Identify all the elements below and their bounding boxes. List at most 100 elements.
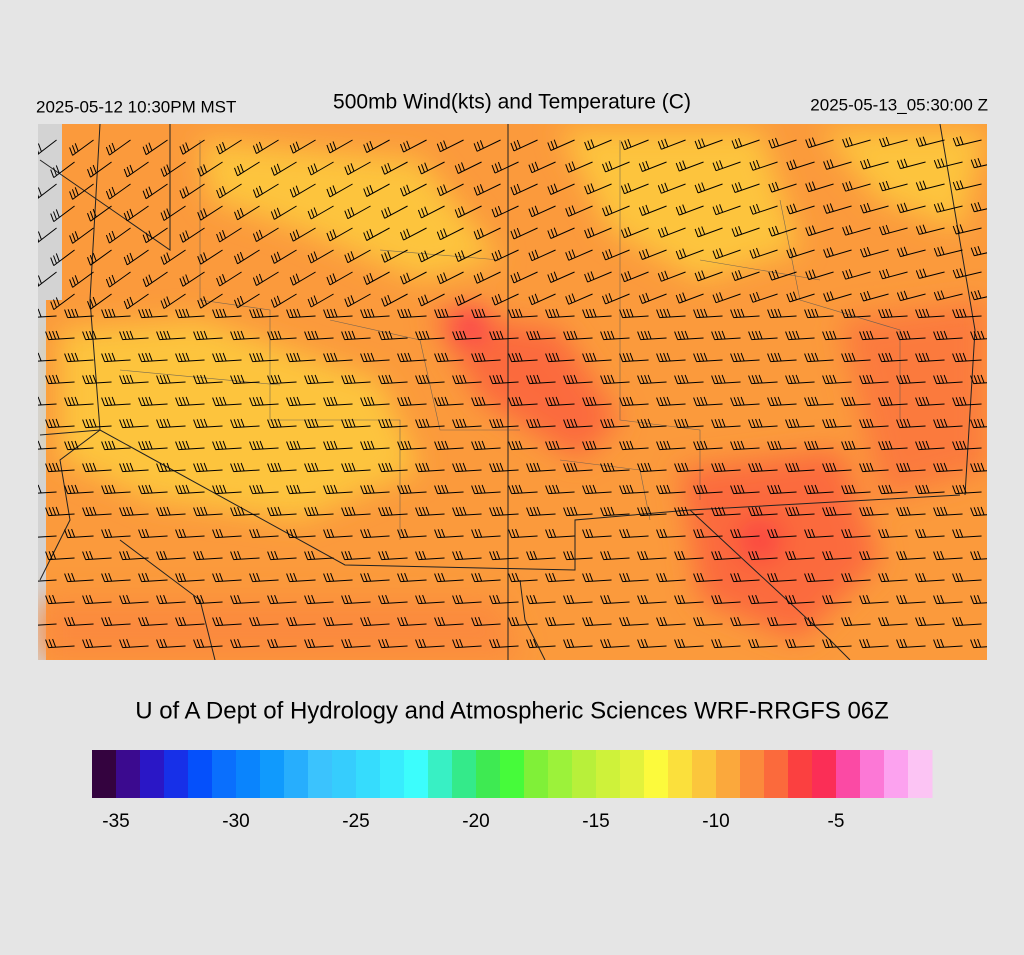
wind-barb (915, 224, 945, 235)
wind-barb (82, 594, 112, 605)
wind-barb (252, 139, 279, 155)
wind-barb (38, 183, 57, 199)
color-swatch (332, 750, 357, 798)
color-swatch (212, 750, 237, 798)
wind-barb (212, 616, 242, 627)
wind-barb (179, 271, 205, 287)
wind-barb (563, 550, 593, 561)
colorbar-tick-label: -5 (828, 811, 845, 832)
wind-barb (82, 418, 112, 429)
wind-barb (341, 506, 371, 517)
wind-barb (878, 396, 908, 407)
wind-barb (896, 330, 926, 341)
wind-barb (45, 330, 75, 341)
wind-barb (730, 440, 760, 451)
wind-barb (804, 528, 834, 539)
wind-barb (657, 270, 686, 282)
cold-area (40, 600, 520, 660)
wind-barb (326, 183, 353, 198)
color-swatch (116, 750, 141, 798)
wind-barb (896, 594, 926, 605)
wind-barb (748, 330, 778, 341)
wind-barb (436, 183, 464, 197)
wind-barb (675, 160, 704, 172)
wind-barb (786, 291, 815, 303)
wind-barb (454, 205, 482, 218)
wind-barb (101, 440, 131, 451)
wind-barb (212, 352, 242, 363)
wind-barb (637, 374, 667, 385)
wind-barb (693, 396, 723, 407)
wind-barb (193, 550, 223, 561)
wind-barb (896, 462, 926, 473)
wind-barb (619, 616, 649, 627)
wind-barb (656, 528, 686, 539)
wind-barb (286, 616, 316, 627)
wind-barb (119, 330, 149, 341)
wind-barb (138, 528, 168, 539)
wind-barb (454, 161, 482, 174)
wind-barb (804, 616, 834, 627)
wind-barb (249, 352, 279, 363)
wind-barb (657, 182, 686, 194)
wind-barb (711, 374, 741, 385)
wind-barb (156, 638, 186, 649)
color-swatch (644, 750, 669, 798)
wind-barb (230, 462, 260, 473)
wind-barb (307, 161, 334, 176)
wind-barb (805, 181, 834, 193)
wind-barb (45, 594, 75, 605)
wind-barb (952, 528, 982, 539)
wind-barb (138, 396, 168, 407)
wind-barb (38, 227, 57, 243)
wind-barb (841, 484, 871, 495)
wind-barb (510, 271, 538, 284)
color-swatch (812, 750, 837, 798)
wind-barb (748, 594, 778, 605)
wind-barb (565, 161, 593, 173)
wind-barb (101, 528, 131, 539)
wind-barb (175, 528, 205, 539)
wind-barb (193, 638, 223, 649)
wind-barb (637, 594, 667, 605)
wind-barb (267, 462, 297, 473)
wind-barb (526, 506, 556, 517)
wind-barb (785, 506, 815, 517)
wind-barb (363, 139, 390, 153)
wind-barb (397, 528, 427, 539)
credit: U of A Dept of Hydrology and Atmospheric… (135, 697, 889, 724)
wind-barb (452, 550, 482, 561)
wind-barb (859, 638, 889, 649)
wind-barb (804, 352, 834, 363)
wind-barb (970, 506, 987, 517)
wind-barb (952, 484, 982, 495)
wind-barb (602, 293, 630, 305)
wind-barb (87, 249, 112, 266)
wind-barb (600, 638, 630, 649)
wind-barb (584, 271, 612, 283)
colorbar-tick-label: -30 (222, 811, 249, 832)
wind-barb (105, 227, 131, 244)
wind-barb (323, 528, 353, 539)
wind-barb (711, 638, 741, 649)
wind-barb (933, 330, 963, 341)
wind-barb (234, 293, 260, 309)
wind-barb (730, 308, 760, 319)
wind-barb (822, 506, 852, 517)
wind-barb (970, 418, 987, 429)
wind-barb (952, 352, 982, 363)
wind-barb (234, 249, 260, 265)
wind-barb (360, 484, 390, 495)
wind-barb (859, 418, 889, 429)
wind-barb (249, 440, 279, 451)
wind-barb (785, 462, 815, 473)
wind-barb (545, 308, 575, 319)
wind-barb (879, 180, 908, 192)
wind-barb (216, 227, 242, 243)
wind-barb (289, 183, 316, 198)
wind-barb (526, 594, 556, 605)
wind-barb (87, 293, 112, 310)
wind-barb (452, 462, 482, 473)
wind-barb (767, 352, 797, 363)
